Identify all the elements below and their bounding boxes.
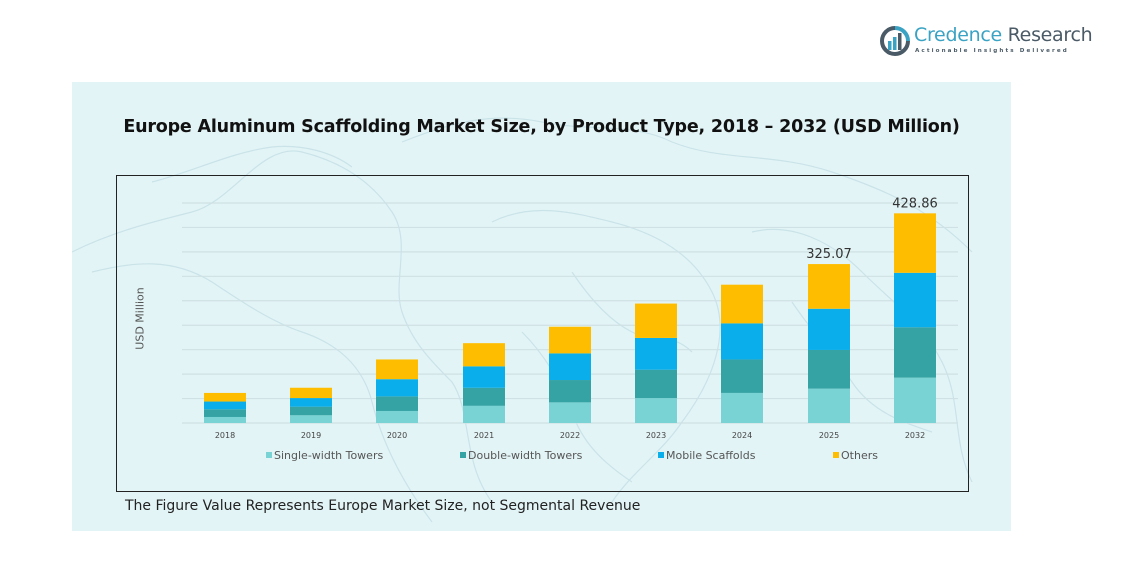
x-tick-label-2025: 2025: [819, 431, 839, 440]
bar-segment-double-width-towers-2032: [894, 327, 936, 378]
bar-segment-single-width-towers-2032: [894, 377, 936, 423]
bar-segment-mobile-scaffolds-2018: [204, 401, 246, 410]
bar-segment-mobile-scaffolds-2021: [463, 366, 505, 388]
bar-segment-single-width-towers-2018: [204, 416, 246, 423]
brand-name-part1: Credence: [914, 24, 1002, 46]
brand-tagline: Actionable Insights Delivered: [915, 48, 1069, 54]
legend-item-double-width-towers: Double-width Towers: [460, 449, 582, 462]
bar-segment-single-width-towers-2023: [635, 398, 677, 423]
bar-segment-others-2025: [808, 264, 850, 309]
bar-segment-single-width-towers-2021: [463, 405, 505, 423]
footnote: The Figure Value Represents Europe Marke…: [125, 498, 641, 514]
data-label-2032: 428.86: [892, 196, 938, 211]
x-tick-label-2024: 2024: [732, 431, 752, 440]
legend-item-mobile-scaffolds: Mobile Scaffolds: [658, 449, 755, 462]
brand-logo: Credence Research Actionable Insights De…: [878, 24, 1093, 60]
legend-label-double-width-towers: Double-width Towers: [468, 449, 583, 462]
bar-segment-others-2021: [463, 343, 505, 367]
bar-segment-mobile-scaffolds-2022: [549, 353, 591, 381]
x-tick-label-2020: 2020: [387, 431, 407, 440]
bar-segment-double-width-towers-2024: [721, 359, 763, 393]
x-tick-label-2021: 2021: [474, 431, 494, 440]
bar-segment-mobile-scaffolds-2025: [808, 308, 850, 350]
legend-swatch-double-width-towers: [460, 452, 466, 458]
bar-segment-double-width-towers-2023: [635, 369, 677, 399]
x-tick-label-2032: 2032: [905, 431, 925, 440]
x-tick-label-2018: 2018: [215, 431, 235, 440]
legend-label-single-width-towers: Single-width Towers: [274, 449, 384, 462]
x-tick-label-2023: 2023: [646, 431, 666, 440]
legend-item-others: Others: [833, 449, 878, 462]
legend-swatch-mobile-scaffolds: [658, 452, 664, 458]
bar-segment-mobile-scaffolds-2024: [721, 323, 763, 360]
x-tick-label-2022: 2022: [560, 431, 580, 440]
bar-segment-double-width-towers-2020: [376, 396, 418, 411]
bar-segment-single-width-towers-2024: [721, 392, 763, 423]
bar-segment-others-2024: [721, 284, 763, 324]
bar-segment-double-width-towers-2019: [290, 406, 332, 416]
bar-segment-double-width-towers-2021: [463, 387, 505, 406]
data-label-2025: 325.07: [806, 247, 852, 262]
legend-label-mobile-scaffolds: Mobile Scaffolds: [666, 449, 756, 462]
legend-item-single-width-towers: Single-width Towers: [266, 449, 383, 462]
bar-segment-others-2022: [549, 326, 591, 354]
legend-label-others: Others: [841, 449, 878, 462]
chart-panel: [72, 82, 1011, 531]
bar-segment-others-2019: [290, 387, 332, 399]
bar-segment-single-width-towers-2019: [290, 415, 332, 423]
bar-segment-single-width-towers-2025: [808, 388, 850, 423]
chart-frame: [116, 175, 969, 492]
legend-swatch-others: [833, 452, 839, 458]
bar-segment-double-width-towers-2022: [549, 380, 591, 403]
chart-title: Europe Aluminum Scaffolding Market Size,…: [123, 117, 960, 137]
bar-segment-mobile-scaffolds-2019: [290, 398, 332, 407]
bar-segment-mobile-scaffolds-2032: [894, 272, 936, 328]
bar-segment-others-2020: [376, 359, 418, 380]
bar-segment-others-2018: [204, 392, 246, 402]
brand-name: Credence Research: [914, 24, 1093, 46]
x-tick-label-2019: 2019: [301, 431, 321, 440]
bar-segment-double-width-towers-2018: [204, 409, 246, 417]
bar-segment-others-2032: [894, 213, 936, 273]
chart-legend: Single-width Towers Double-width Towers Mo…: [0, 449, 1137, 463]
bar-segment-single-width-towers-2020: [376, 410, 418, 423]
bar-segment-double-width-towers-2025: [808, 349, 850, 389]
legend-swatch-single-width-towers: [266, 452, 272, 458]
bar-segment-others-2023: [635, 303, 677, 338]
bar-segment-mobile-scaffolds-2023: [635, 337, 677, 370]
bar-segment-single-width-towers-2022: [549, 402, 591, 423]
bar-segment-mobile-scaffolds-2020: [376, 379, 418, 397]
bar-chart-logo-icon: [880, 26, 910, 56]
brand-name-part2: Research: [1001, 24, 1093, 46]
